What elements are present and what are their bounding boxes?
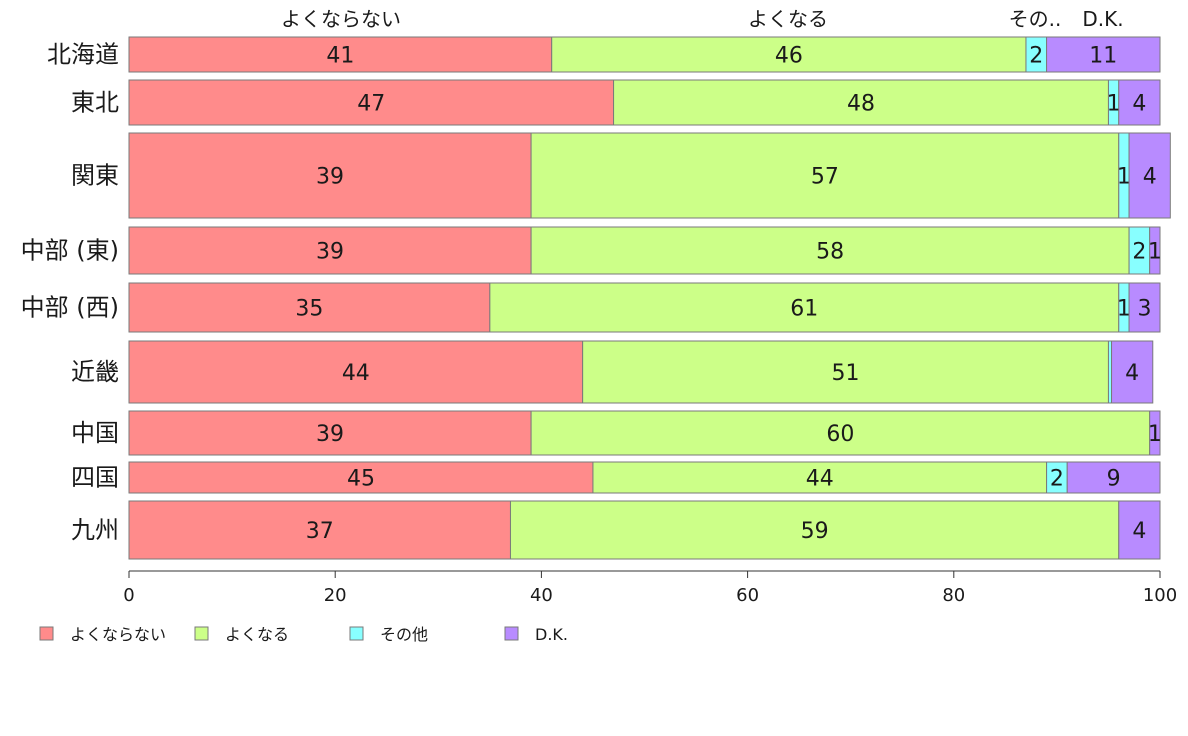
legend-label: よくなる — [225, 625, 289, 644]
bar-segment — [1149, 410, 1161, 456]
bar-segment — [530, 132, 1120, 219]
data-label: 4 — [1132, 519, 1146, 544]
data-label: 59 — [801, 519, 829, 544]
bar-segment — [128, 79, 615, 126]
bar-segment — [509, 500, 1120, 560]
row-label: 中部 (西) — [21, 294, 119, 322]
legend-swatch — [504, 626, 519, 641]
data-label: 39 — [316, 165, 344, 190]
legend-swatch — [194, 626, 209, 641]
data-label: 41 — [326, 44, 354, 69]
top-category-labels: よくならない よくなる その.. D.K. — [281, 7, 1124, 31]
legend-label: D.K. — [535, 625, 568, 644]
row-label: 関東 — [71, 162, 119, 190]
bar-segment — [128, 500, 511, 560]
x-tick-label: 40 — [530, 585, 553, 606]
bar-segment — [128, 461, 594, 494]
bar-segment — [128, 132, 532, 219]
bar-segment — [1111, 340, 1154, 404]
data-label: 58 — [816, 240, 844, 265]
bar-segment — [128, 410, 532, 456]
data-label: 1 — [1107, 92, 1121, 117]
top-series-label: よくならない — [281, 7, 401, 31]
data-label: 4 — [1125, 361, 1139, 386]
bar-segment — [530, 410, 1151, 456]
data-label: 47 — [357, 92, 385, 117]
bar-segment — [592, 461, 1048, 494]
bar-segment — [1046, 36, 1161, 73]
data-label: 4 — [1132, 92, 1146, 117]
bar-segment — [128, 226, 532, 275]
bar-segment — [1149, 226, 1161, 275]
legend-label: その他 — [380, 625, 428, 644]
data-label: 9 — [1107, 467, 1121, 492]
row-label: 中国 — [71, 419, 119, 447]
top-series-label: その.. — [1009, 7, 1062, 31]
bar-segment — [128, 36, 553, 73]
data-label: 4 — [1143, 165, 1157, 190]
top-series-label: D.K. — [1082, 7, 1123, 31]
data-label: 60 — [826, 422, 854, 447]
row-label: 北海道 — [47, 41, 119, 69]
bar-segment — [551, 36, 1027, 73]
bar-segment — [1118, 79, 1161, 126]
row-label: 東北 — [71, 89, 119, 117]
bar-segment — [1066, 461, 1161, 494]
data-label: 44 — [342, 361, 370, 386]
data-label: 46 — [775, 44, 803, 69]
data-label: 1 — [1148, 422, 1162, 447]
data-label: 48 — [847, 92, 875, 117]
x-tick-label: 20 — [324, 585, 347, 606]
row-label: 九州 — [71, 516, 119, 544]
bar-segment — [1128, 132, 1171, 219]
x-tick-label: 100 — [1143, 585, 1177, 606]
data-label: 57 — [811, 165, 839, 190]
row-label: 中部 (東) — [21, 237, 119, 265]
top-series-label: よくなる — [748, 7, 828, 31]
data-label: 45 — [347, 467, 375, 492]
bar-segment — [1128, 282, 1161, 333]
row-label: 四国 — [71, 464, 119, 492]
data-label: 2 — [1029, 44, 1043, 69]
legend-label: よくならない — [70, 625, 166, 644]
legend-swatch — [349, 626, 364, 641]
row-label: 近畿 — [71, 358, 119, 386]
bar-segment — [128, 340, 584, 404]
data-label: 11 — [1089, 44, 1117, 69]
x-tick-label: 80 — [942, 585, 965, 606]
data-label: 1 — [1117, 165, 1131, 190]
legend-swatch — [39, 626, 54, 641]
data-label: 51 — [832, 361, 860, 386]
data-label: 39 — [316, 422, 344, 447]
legend: よくならない よくなる その他 D.K. — [39, 625, 568, 644]
data-label: 3 — [1138, 297, 1152, 322]
data-label: 37 — [306, 519, 334, 544]
data-label: 2 — [1050, 467, 1064, 492]
bar-segment — [1118, 500, 1161, 560]
data-label: 44 — [806, 467, 834, 492]
x-tick-label: 0 — [123, 585, 134, 606]
data-label: 1 — [1117, 297, 1131, 322]
bar-segment — [613, 79, 1109, 126]
data-label: 39 — [316, 240, 344, 265]
data-label: 61 — [790, 297, 818, 322]
data-label: 1 — [1148, 240, 1162, 265]
bar-segment — [489, 282, 1120, 333]
x-tick-label: 60 — [736, 585, 759, 606]
x-axis: 0 20 40 60 80 100 — [123, 570, 1177, 606]
bar-segment — [128, 282, 491, 333]
bar-segment — [582, 340, 1109, 404]
data-label: 35 — [295, 297, 323, 322]
bar-segment — [530, 226, 1130, 275]
data-label: 2 — [1132, 240, 1146, 265]
